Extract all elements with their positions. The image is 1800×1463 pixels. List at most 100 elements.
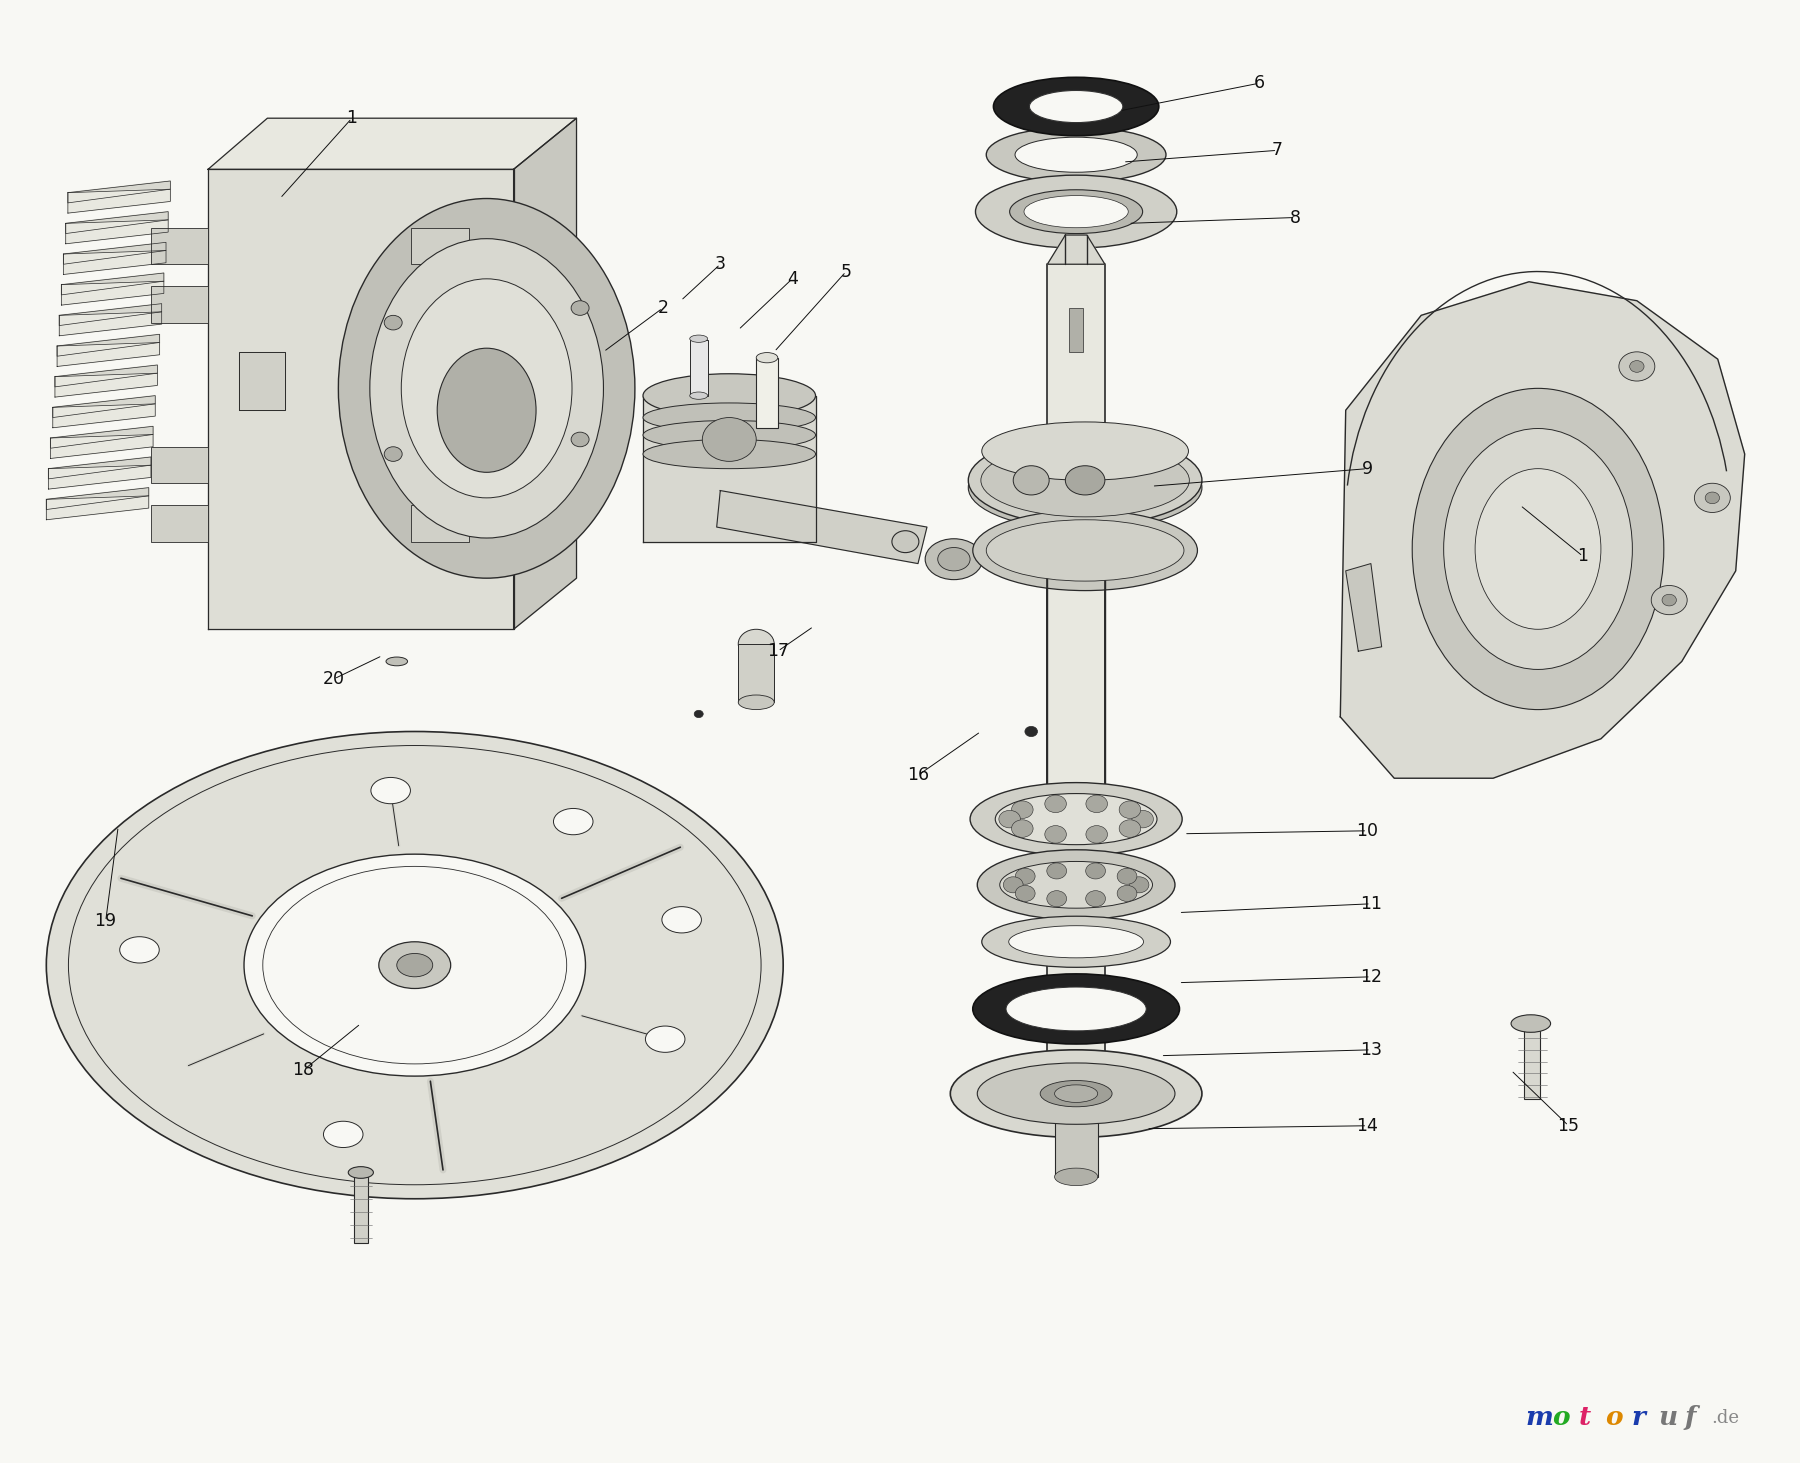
Bar bbox=[353, 1172, 367, 1242]
Ellipse shape bbox=[643, 439, 815, 468]
Ellipse shape bbox=[1129, 876, 1148, 892]
Ellipse shape bbox=[553, 809, 592, 835]
Polygon shape bbox=[68, 181, 171, 203]
Text: 9: 9 bbox=[1363, 459, 1373, 477]
Ellipse shape bbox=[1651, 585, 1687, 614]
Ellipse shape bbox=[994, 78, 1159, 136]
Text: 15: 15 bbox=[1557, 1116, 1580, 1135]
Ellipse shape bbox=[1085, 891, 1105, 907]
Ellipse shape bbox=[383, 446, 401, 461]
Ellipse shape bbox=[938, 547, 970, 571]
Text: 13: 13 bbox=[1359, 1040, 1382, 1059]
Polygon shape bbox=[209, 119, 576, 170]
Text: .de: .de bbox=[1712, 1409, 1739, 1426]
Polygon shape bbox=[63, 250, 166, 275]
Polygon shape bbox=[61, 281, 164, 306]
Ellipse shape bbox=[1040, 1081, 1112, 1107]
Ellipse shape bbox=[643, 373, 815, 417]
Text: 19: 19 bbox=[95, 913, 117, 930]
Ellipse shape bbox=[1120, 800, 1141, 818]
Polygon shape bbox=[716, 490, 927, 563]
Ellipse shape bbox=[999, 811, 1021, 828]
Polygon shape bbox=[50, 426, 153, 448]
Ellipse shape bbox=[1694, 483, 1730, 512]
Polygon shape bbox=[49, 465, 151, 489]
Polygon shape bbox=[56, 364, 157, 386]
Ellipse shape bbox=[396, 954, 432, 977]
Ellipse shape bbox=[643, 402, 815, 432]
Ellipse shape bbox=[1055, 1086, 1098, 1103]
Ellipse shape bbox=[378, 942, 450, 989]
Ellipse shape bbox=[1118, 868, 1138, 884]
Ellipse shape bbox=[893, 531, 918, 553]
Ellipse shape bbox=[950, 1050, 1202, 1137]
Polygon shape bbox=[61, 274, 164, 296]
Text: m: m bbox=[1525, 1406, 1553, 1431]
Ellipse shape bbox=[981, 916, 1170, 967]
Polygon shape bbox=[52, 404, 155, 427]
Bar bbox=[1048, 265, 1105, 797]
Bar bbox=[1523, 1027, 1539, 1100]
Ellipse shape bbox=[968, 435, 1202, 525]
Bar bbox=[1055, 1097, 1098, 1176]
Text: 16: 16 bbox=[907, 767, 929, 784]
Ellipse shape bbox=[437, 348, 536, 473]
Polygon shape bbox=[1048, 236, 1105, 265]
Polygon shape bbox=[513, 119, 576, 629]
Text: 10: 10 bbox=[1355, 822, 1379, 840]
Text: 17: 17 bbox=[767, 642, 788, 660]
Ellipse shape bbox=[1629, 360, 1643, 372]
Polygon shape bbox=[58, 335, 160, 356]
Ellipse shape bbox=[1012, 800, 1033, 818]
Text: 2: 2 bbox=[657, 298, 668, 317]
Ellipse shape bbox=[369, 238, 603, 538]
Text: o: o bbox=[1552, 1406, 1570, 1431]
Ellipse shape bbox=[1015, 885, 1035, 901]
Ellipse shape bbox=[1003, 876, 1022, 892]
Ellipse shape bbox=[689, 335, 707, 342]
Polygon shape bbox=[643, 395, 815, 541]
Ellipse shape bbox=[999, 862, 1152, 909]
Polygon shape bbox=[50, 435, 153, 458]
Ellipse shape bbox=[977, 850, 1175, 920]
Ellipse shape bbox=[1476, 468, 1600, 629]
Bar bbox=[151, 505, 209, 541]
Bar bbox=[410, 505, 468, 541]
Text: 11: 11 bbox=[1359, 895, 1382, 913]
Ellipse shape bbox=[1085, 825, 1107, 843]
Polygon shape bbox=[59, 312, 162, 336]
Ellipse shape bbox=[1030, 91, 1123, 123]
Ellipse shape bbox=[1048, 863, 1067, 879]
Ellipse shape bbox=[1132, 811, 1154, 828]
Text: f: f bbox=[1685, 1406, 1696, 1431]
Ellipse shape bbox=[1044, 825, 1066, 843]
Text: 14: 14 bbox=[1357, 1116, 1379, 1135]
Ellipse shape bbox=[977, 1064, 1175, 1124]
Ellipse shape bbox=[738, 629, 774, 658]
Ellipse shape bbox=[371, 777, 410, 803]
Ellipse shape bbox=[1085, 794, 1107, 812]
Ellipse shape bbox=[981, 443, 1190, 516]
Text: 18: 18 bbox=[292, 1061, 315, 1080]
Text: 4: 4 bbox=[787, 269, 797, 288]
Ellipse shape bbox=[646, 1026, 686, 1052]
Ellipse shape bbox=[689, 392, 707, 399]
Polygon shape bbox=[67, 212, 167, 234]
Ellipse shape bbox=[970, 783, 1183, 856]
Bar bbox=[151, 287, 209, 323]
Ellipse shape bbox=[1006, 988, 1147, 1031]
Bar bbox=[756, 357, 778, 427]
Ellipse shape bbox=[702, 417, 756, 461]
Ellipse shape bbox=[1661, 594, 1676, 606]
Ellipse shape bbox=[1024, 727, 1037, 736]
Ellipse shape bbox=[401, 279, 572, 497]
Polygon shape bbox=[49, 456, 151, 478]
Ellipse shape bbox=[972, 511, 1197, 591]
Text: r: r bbox=[1633, 1406, 1645, 1431]
Ellipse shape bbox=[1120, 819, 1141, 837]
Polygon shape bbox=[67, 219, 167, 244]
Polygon shape bbox=[239, 351, 286, 410]
Ellipse shape bbox=[1055, 1167, 1098, 1185]
Bar bbox=[1069, 309, 1084, 351]
Polygon shape bbox=[47, 487, 149, 509]
